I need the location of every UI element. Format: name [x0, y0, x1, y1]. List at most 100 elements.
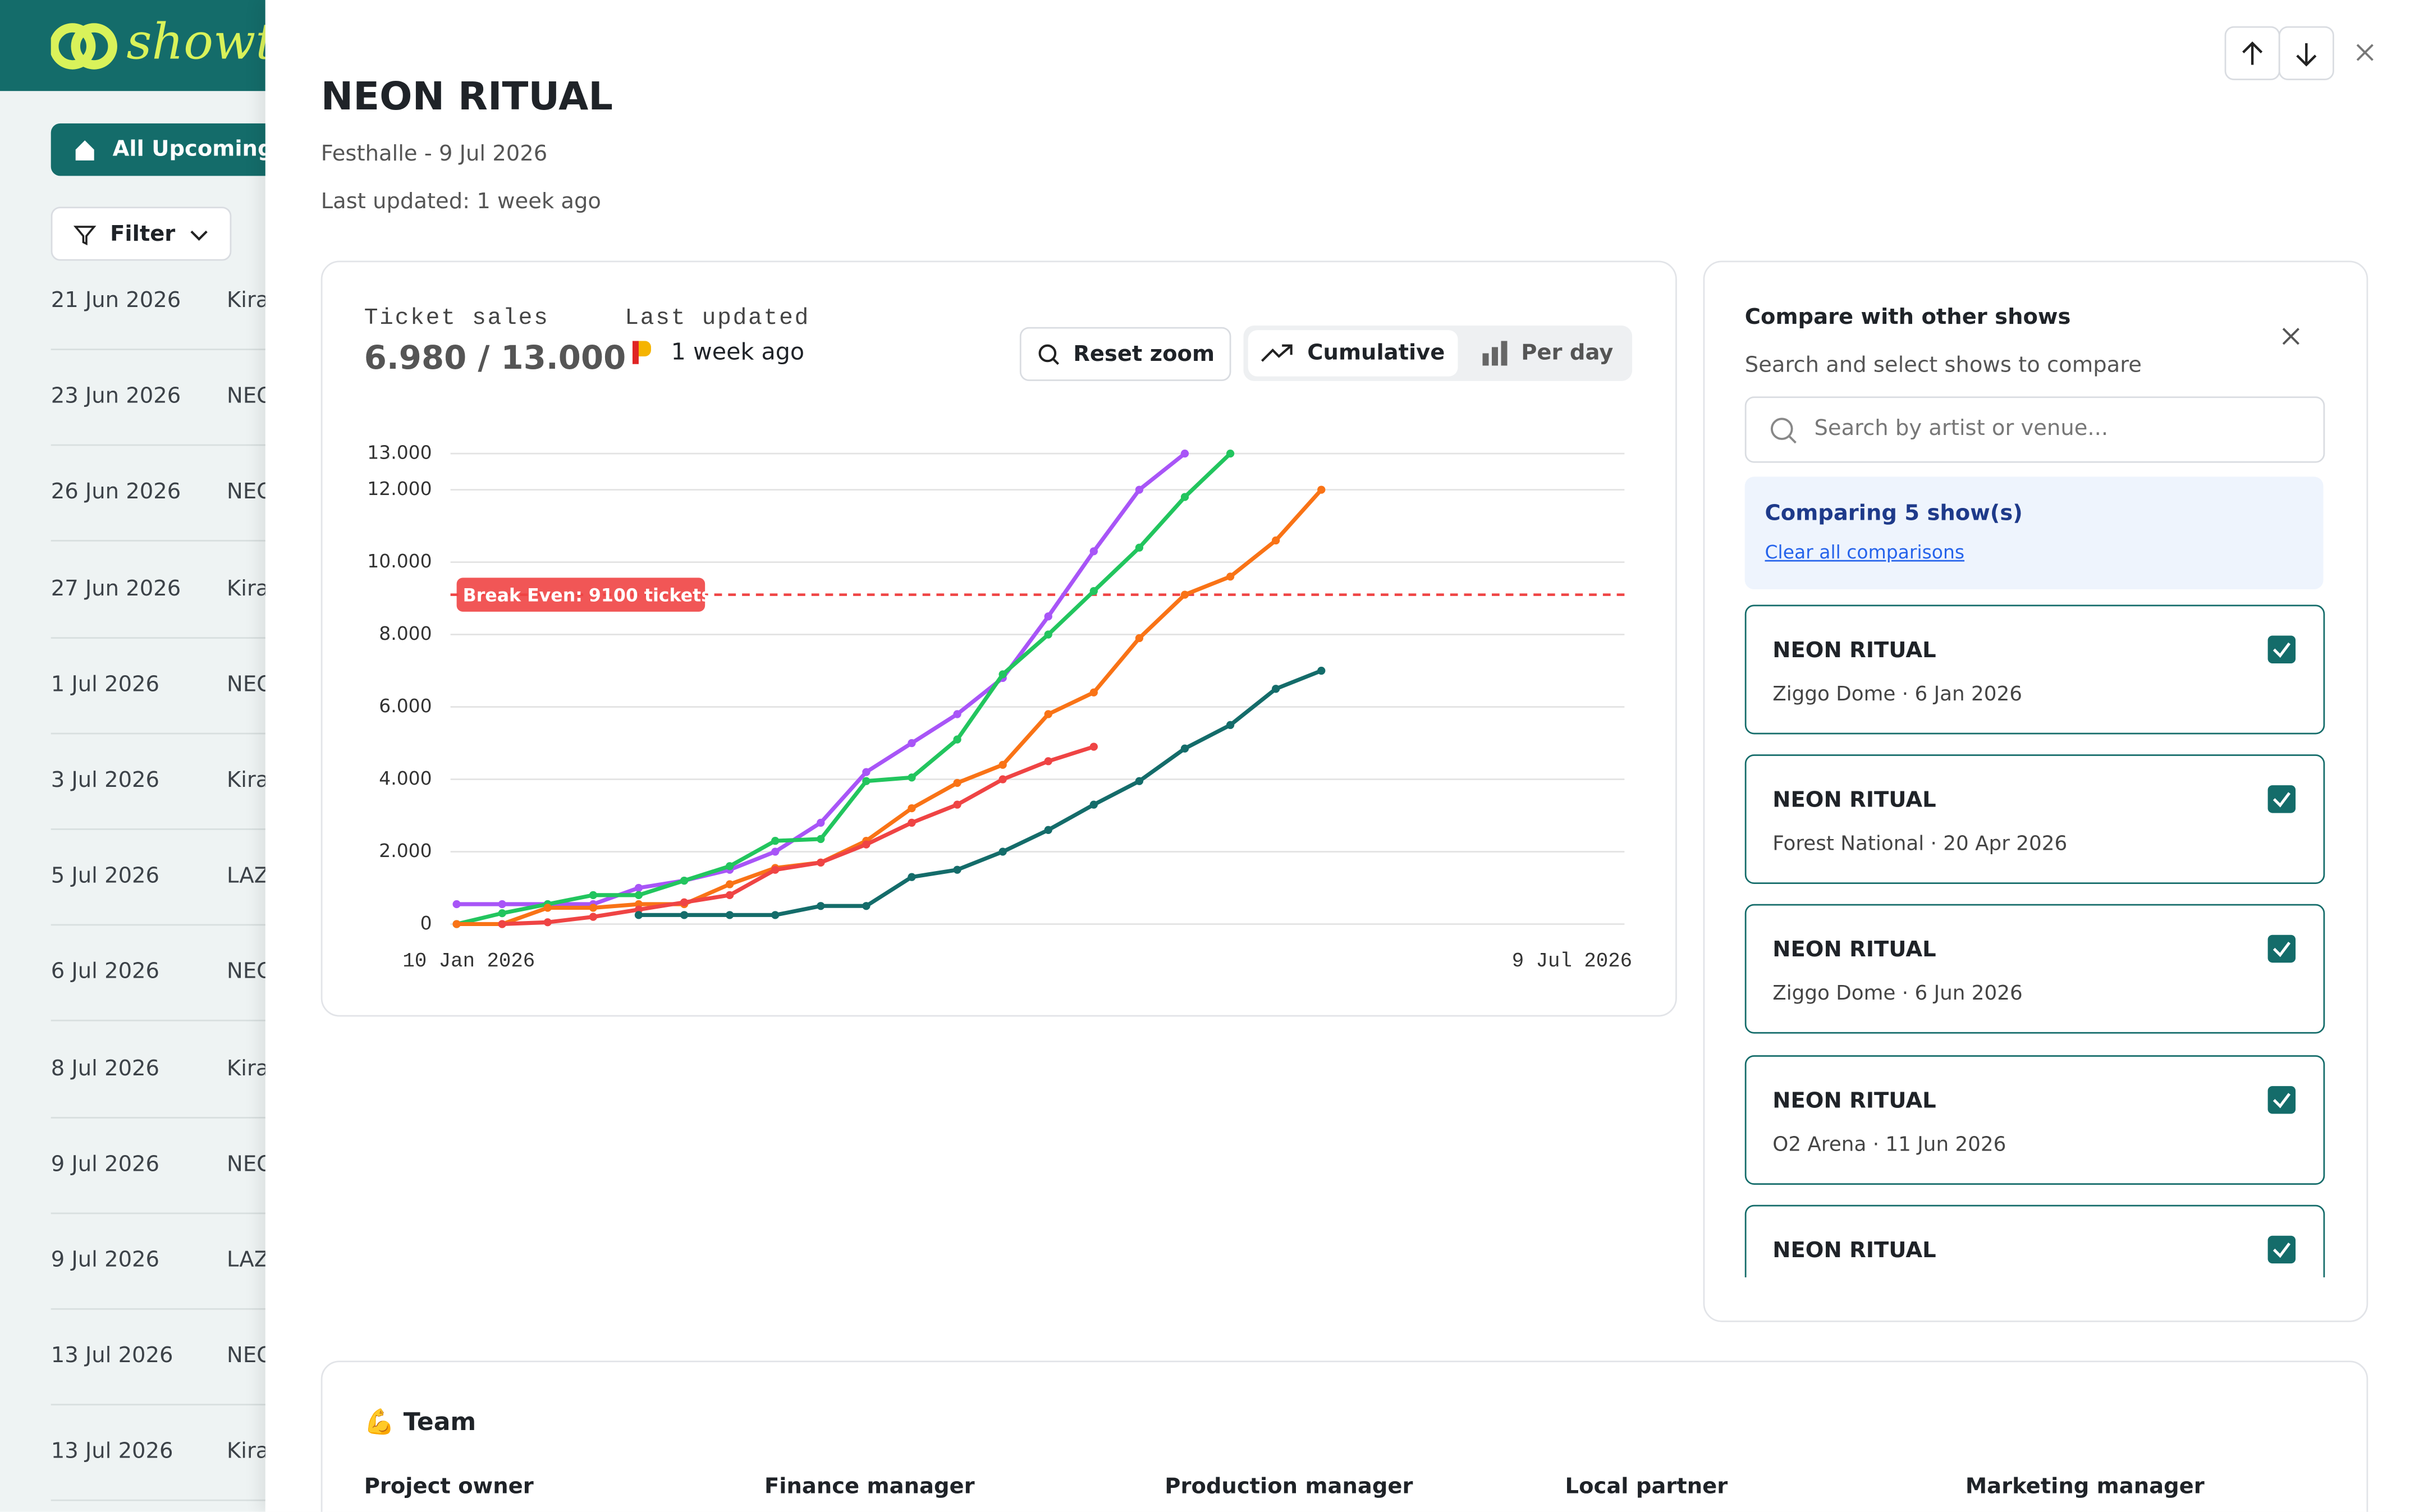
check-icon: [2273, 792, 2291, 808]
team-role: Marketing manager: [1965, 1474, 2205, 1500]
series-point: [1089, 743, 1098, 751]
ticket-sales-label: Ticket sales: [364, 305, 549, 332]
show-name: NEON RITUAL: [1772, 938, 1936, 964]
arrow-down-icon: [2296, 42, 2317, 66]
show-row[interactable]: 21 Jun 2026 Kira: [51, 253, 269, 350]
series-line: [456, 452, 1232, 926]
series-point: [1044, 826, 1052, 834]
last-updated: Last updated: 1 week ago: [320, 190, 601, 215]
check-icon: [2273, 642, 2291, 658]
source-icon: [632, 341, 651, 364]
show-row[interactable]: 5 Jul 2026 LAZ: [51, 829, 269, 926]
close-panel-button[interactable]: [2354, 42, 2376, 63]
series-point: [452, 920, 461, 928]
show-row[interactable]: 9 Jul 2026 LAZ: [51, 1212, 269, 1310]
row-date: 9 Jul 2026: [51, 1152, 160, 1177]
checkbox[interactable]: [2267, 1085, 2296, 1114]
series-point: [953, 865, 961, 874]
row-date: 5 Jul 2026: [51, 864, 160, 889]
row-name: Kira: [227, 288, 269, 313]
compare-show-card[interactable]: NEON RITUAL Ziggo Dome · 6 Jun 2026: [1744, 904, 2325, 1034]
previous-button[interactable]: [2224, 26, 2280, 80]
button-label: Reset zoom: [1073, 341, 1215, 366]
search-input[interactable]: Search by artist or venue...: [1744, 396, 2325, 463]
series-point: [1317, 485, 1326, 494]
show-row[interactable]: 8 Jul 2026 Kira: [51, 1021, 269, 1118]
compare-show-card[interactable]: NEON RITUAL: [1744, 1204, 2325, 1277]
show-detail: Ziggo Dome · 6 Jun 2026: [1772, 983, 2023, 1007]
filter-button[interactable]: Filter: [51, 207, 232, 261]
bar-icon: [1482, 341, 1508, 366]
show-name: NEON RITUAL: [1772, 1088, 1936, 1114]
series-point: [589, 904, 598, 912]
y-tick-label: 4.000: [379, 767, 432, 789]
series-point: [953, 778, 961, 787]
clear-comparisons-link[interactable]: Clear all comparisons: [1765, 541, 1965, 563]
row-name: Kira: [227, 576, 269, 601]
series-point: [862, 840, 871, 849]
series-point: [862, 902, 871, 910]
compare-show-card[interactable]: NEON RITUAL Forest National · 20 Apr 2026: [1744, 754, 2325, 885]
series-point: [1272, 685, 1280, 693]
check-icon: [2273, 1242, 2291, 1258]
cumulative-button[interactable]: Cumulative: [1248, 330, 1458, 377]
series-point: [998, 847, 1007, 856]
series-point: [953, 710, 961, 718]
row-name: LAZ: [227, 864, 269, 889]
compare-show-card[interactable]: NEON RITUAL O2 Arena · 11 Jun 2026: [1744, 1054, 2325, 1184]
sidebar: showt All Upcoming Filter 21 Jun 2026 Kir…: [0, 0, 283, 1512]
series-line: [502, 745, 1094, 927]
show-name: NEON RITUAL: [1772, 1238, 1936, 1263]
y-tick-label: 10.000: [367, 550, 432, 572]
series-point: [498, 909, 506, 918]
show-row[interactable]: 27 Jun 2026 Kira: [51, 541, 269, 638]
button-label: All Upcoming: [112, 137, 273, 162]
show-subtitle: Festhalle - 9 Jul 2026: [320, 141, 548, 167]
row-date: 13 Jul 2026: [51, 1344, 173, 1369]
series-point: [1135, 634, 1144, 643]
row-date: 8 Jul 2026: [51, 1056, 160, 1081]
row-name: Kira: [227, 768, 269, 793]
series-point: [1135, 485, 1144, 494]
series-point: [680, 876, 689, 885]
series-point: [817, 902, 825, 910]
per-day-button[interactable]: Per day: [1481, 330, 1628, 376]
series-point: [543, 904, 552, 912]
button-label: Cumulative: [1307, 341, 1445, 366]
next-button[interactable]: [2278, 26, 2334, 80]
series-line: [638, 668, 1322, 917]
row-name: Kira: [227, 1440, 269, 1465]
checkbox[interactable]: [2267, 935, 2296, 964]
team-card: [320, 1360, 2368, 1512]
series-point: [1317, 666, 1326, 675]
series-point: [817, 835, 825, 844]
close-compare-button[interactable]: [2281, 327, 2300, 346]
show-row[interactable]: 13 Jul 2026 Kira: [51, 1404, 269, 1502]
series-point: [953, 735, 961, 744]
button-label: Filter: [110, 221, 176, 246]
check-icon: [2273, 1092, 2291, 1108]
series-point: [1044, 710, 1052, 718]
series-point: [1180, 493, 1189, 501]
checkbox[interactable]: [2267, 635, 2296, 663]
checkbox[interactable]: [2267, 785, 2296, 814]
y-tick-label: 13.000: [367, 442, 432, 464]
series-point: [498, 900, 506, 909]
checkbox[interactable]: [2267, 1235, 2296, 1263]
x-tick-label: 9 Jul 2026: [1512, 950, 1632, 973]
reset-zoom-button[interactable]: Reset zoom: [1019, 327, 1231, 381]
show-detail: O2 Arena · 11 Jun 2026: [1772, 1133, 2006, 1157]
series-point: [634, 911, 643, 919]
series-point: [862, 768, 871, 776]
show-row[interactable]: 3 Jul 2026 Kira: [51, 733, 269, 830]
series-point: [1089, 587, 1098, 595]
y-tick-label: 6.000: [379, 695, 432, 717]
series-point: [1044, 612, 1052, 621]
all-upcoming-button[interactable]: All Upcoming: [51, 123, 283, 176]
compare-show-card[interactable]: NEON RITUAL Ziggo Dome · 6 Jan 2026: [1744, 604, 2325, 735]
last-updated-label: Last updated: [625, 305, 810, 332]
series-point: [998, 775, 1007, 784]
search-icon: [1770, 418, 1797, 444]
compare-title: Compare with other shows: [1744, 305, 2071, 331]
